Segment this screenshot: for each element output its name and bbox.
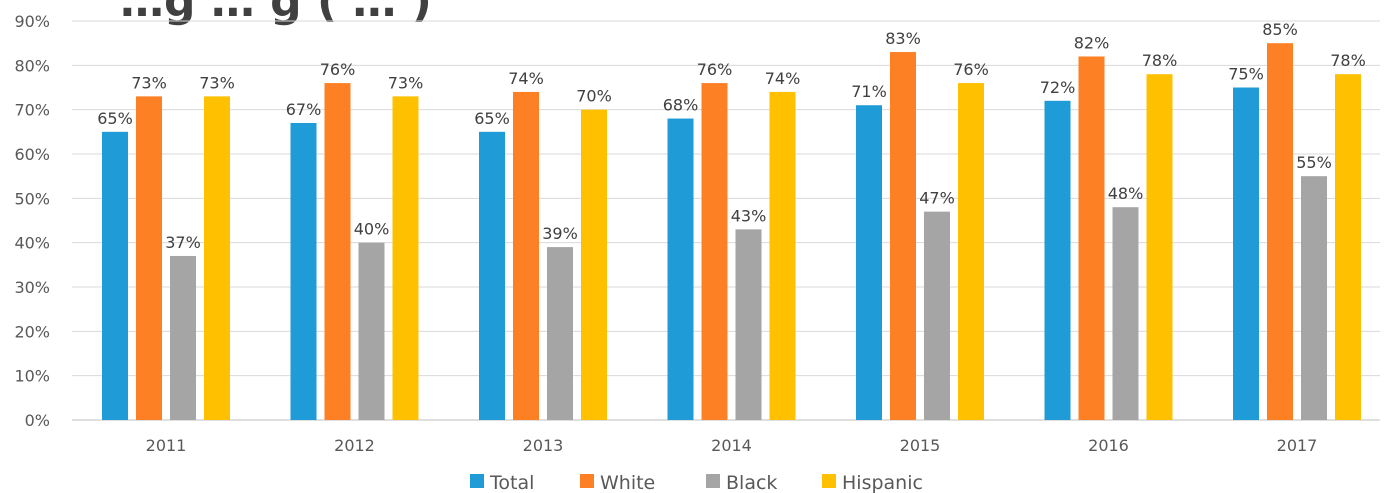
data-label: 68% — [663, 96, 699, 115]
data-label: 70% — [576, 87, 612, 106]
data-label: 85% — [1262, 20, 1298, 39]
data-label: 82% — [1074, 33, 1110, 52]
data-label: 39% — [542, 224, 578, 243]
data-label: 76% — [953, 60, 989, 79]
y-axis-ticks: 0% 10% 20% 30% 40% 50% 60% 70% 80% 90% — [14, 12, 50, 430]
y-tick-label: 30% — [14, 278, 50, 297]
data-label: 75% — [1228, 65, 1264, 84]
y-tick-label: 40% — [14, 234, 50, 253]
data-label: 37% — [165, 233, 201, 252]
y-tick-label: 50% — [14, 189, 50, 208]
bar-total — [479, 131, 505, 421]
bar-white — [136, 96, 162, 420]
data-label: 47% — [919, 189, 955, 208]
bar-hispanic — [958, 83, 984, 421]
data-label: 78% — [1142, 51, 1178, 70]
bar-black — [358, 242, 385, 420]
bar-hispanic — [1335, 74, 1361, 420]
bar-black — [547, 247, 573, 420]
x-tick-label: 2017 — [1277, 436, 1318, 455]
bar-hispanic — [769, 91, 796, 420]
x-tick-label: 2014 — [711, 436, 752, 455]
bars — [102, 43, 1361, 421]
data-label: 65% — [97, 109, 133, 128]
bar-total — [1044, 100, 1071, 421]
y-tick-label: 10% — [14, 367, 50, 386]
bar-black — [1112, 207, 1139, 420]
data-label: 43% — [731, 206, 767, 225]
bar-total — [856, 105, 882, 420]
data-label: 76% — [320, 60, 356, 79]
data-label: 83% — [885, 29, 921, 48]
bar-hispanic — [581, 109, 607, 421]
bar-white — [1078, 56, 1105, 420]
bar-black — [735, 229, 762, 420]
bar-hispanic — [1146, 74, 1173, 420]
data-label: 65% — [474, 109, 510, 128]
legend-label-hispanic: Hispanic — [842, 472, 923, 493]
y-tick-label: 60% — [14, 145, 50, 164]
bar-white — [701, 83, 728, 421]
x-axis-ticks: 2011 2012 2013 2014 2015 2016 2017 — [146, 436, 1318, 455]
chart-title: …g … g ( … ) — [120, 0, 432, 27]
bar-white — [1267, 43, 1293, 421]
data-label: 40% — [354, 220, 390, 239]
data-label: 67% — [286, 100, 322, 119]
y-tick-label: 90% — [14, 12, 50, 31]
bar-black — [924, 211, 950, 420]
bar-black — [1301, 176, 1327, 420]
bar-total — [1233, 87, 1259, 420]
bar-total — [102, 131, 128, 421]
data-label: 76% — [697, 60, 733, 79]
y-tick-label: 0% — [25, 411, 50, 430]
data-label: 73% — [388, 73, 424, 92]
y-tick-label: 70% — [14, 101, 50, 120]
data-label: 55% — [1296, 153, 1332, 172]
x-tick-label: 2011 — [146, 436, 187, 455]
bar-black — [170, 255, 196, 420]
data-label: 71% — [851, 82, 887, 101]
data-label: 72% — [1040, 78, 1076, 97]
y-tick-label: 20% — [14, 322, 50, 341]
legend-swatch-black — [706, 474, 720, 488]
legend-label-white: White — [600, 472, 655, 493]
legend: Total White Black Hispanic — [470, 472, 923, 493]
bar-total — [290, 122, 317, 420]
legend-swatch-hispanic — [822, 474, 836, 488]
bar-hispanic — [204, 96, 230, 420]
data-label: 78% — [1330, 51, 1366, 70]
x-tick-label: 2015 — [900, 436, 941, 455]
bar-white — [513, 91, 539, 420]
bar-hispanic — [392, 96, 419, 420]
x-tick-label: 2016 — [1088, 436, 1129, 455]
data-label: 73% — [131, 73, 167, 92]
legend-swatch-white — [580, 474, 594, 488]
bar-white — [890, 52, 916, 421]
legend-swatch-total — [470, 474, 484, 488]
data-label: 74% — [508, 69, 544, 88]
data-labels: 65% 73% 37% 73% 67% 76% 40% 73% 65% 74% 39% 70% 68% 7… — [97, 20, 1366, 252]
y-tick-label: 80% — [14, 56, 50, 75]
legend-label-black: Black — [726, 472, 777, 493]
data-label: 73% — [199, 73, 235, 92]
x-tick-label: 2012 — [334, 436, 375, 455]
x-tick-label: 2013 — [523, 436, 564, 455]
legend-label-total: Total — [489, 472, 534, 493]
data-label: 48% — [1108, 184, 1144, 203]
bar-white — [324, 83, 351, 421]
data-label: 74% — [765, 69, 801, 88]
bar-total — [667, 118, 694, 421]
